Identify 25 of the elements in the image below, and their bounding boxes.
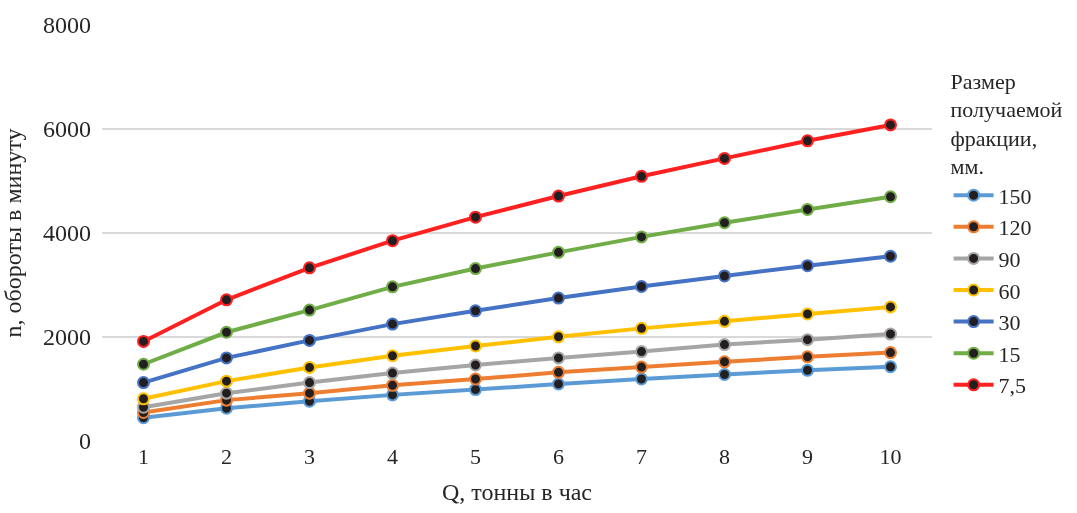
x-tick-label: 10 [879, 444, 902, 469]
legend-label: 150 [998, 183, 1032, 209]
x-axis-title: Q, тонны в час [441, 479, 593, 506]
y-tick-label: 2000 [43, 324, 91, 351]
legend-label: 120 [998, 215, 1032, 241]
legend-title: Размер получаемой фракции, мм. [950, 68, 1063, 180]
x-tick-label: 7 [636, 444, 647, 469]
legend-label: 60 [998, 278, 1021, 304]
legend-label: 7,5 [998, 373, 1027, 399]
x-tick-label: 2 [221, 444, 232, 469]
x-tick-label: 6 [553, 444, 564, 469]
legend-label: 90 [998, 246, 1021, 272]
legend-label: 15 [998, 341, 1021, 367]
y-axis-title: n, обороты в минуту [0, 128, 27, 338]
x-tick-label: 9 [802, 444, 813, 469]
y-tick-label: 6000 [43, 116, 91, 143]
x-tick-label: 8 [719, 444, 730, 469]
x-tick-label: 4 [387, 444, 398, 469]
y-tick-label: 4000 [43, 220, 91, 247]
y-tick-label: 0 [79, 428, 91, 455]
y-tick-label: 8000 [43, 12, 91, 39]
x-tick-label: 1 [138, 444, 149, 469]
x-tick-label: 3 [304, 444, 315, 469]
x-tick-label: 5 [470, 444, 481, 469]
legend-label: 30 [998, 310, 1021, 336]
